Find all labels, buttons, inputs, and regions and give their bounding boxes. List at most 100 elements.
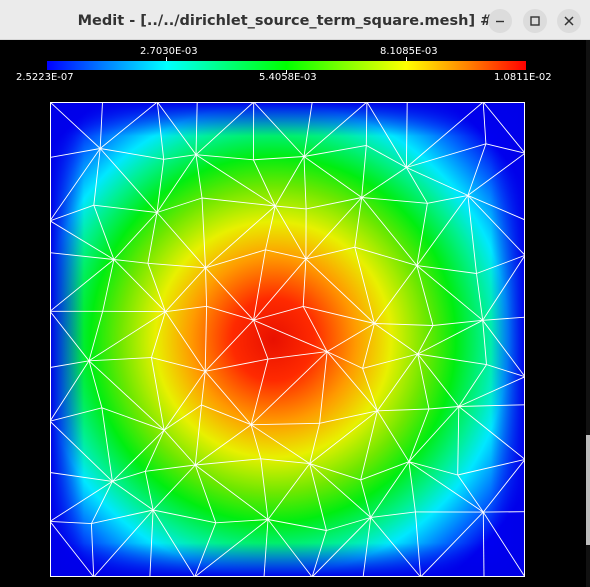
mesh-edge xyxy=(467,194,525,221)
mesh-edge xyxy=(417,353,487,366)
mesh-edge xyxy=(482,316,525,321)
mesh-edge xyxy=(374,323,434,326)
minimize-button[interactable] xyxy=(488,9,512,33)
mesh-edge xyxy=(326,351,378,412)
mesh-edge xyxy=(365,102,368,146)
mesh-edge xyxy=(88,357,152,362)
mesh-edge xyxy=(201,197,276,207)
mesh-edge xyxy=(326,517,371,531)
mesh-edge xyxy=(50,204,94,222)
mesh-edge xyxy=(93,148,101,206)
mesh-edge xyxy=(113,212,158,260)
scrollbar-thumb[interactable] xyxy=(586,435,590,545)
mesh-edge xyxy=(90,481,113,524)
mesh-edge xyxy=(417,353,460,407)
mesh-edge xyxy=(263,519,269,577)
mesh-edge xyxy=(113,259,148,264)
mesh-edge xyxy=(309,463,361,481)
mesh-edge xyxy=(253,249,266,321)
mesh-edge xyxy=(50,521,95,577)
mesh-edge xyxy=(458,376,525,407)
mesh-edge xyxy=(260,458,269,520)
mesh-edge xyxy=(90,523,95,577)
mesh-edge xyxy=(250,351,328,426)
mesh-edge xyxy=(406,102,484,168)
mesh-edge xyxy=(195,424,252,466)
mesh-edge xyxy=(50,472,113,482)
mesh-edge xyxy=(362,323,375,369)
mesh-edge xyxy=(361,145,367,198)
mesh-edge xyxy=(253,305,304,321)
mesh-edge xyxy=(274,205,307,260)
mesh-edge xyxy=(195,154,276,207)
mesh-edge xyxy=(251,422,320,426)
mesh-edge xyxy=(88,360,103,408)
mesh-edge xyxy=(195,464,269,520)
colorbar-tick xyxy=(406,57,407,61)
colorbar-min-label: 2.5223E-07 xyxy=(16,72,74,83)
close-button[interactable] xyxy=(557,9,581,33)
mesh-edge xyxy=(194,522,217,577)
mesh-edge xyxy=(91,509,154,525)
minimize-icon xyxy=(496,20,504,23)
mesh-edge xyxy=(50,252,114,260)
mesh-edge xyxy=(250,424,310,464)
mesh-edge xyxy=(482,512,485,577)
mesh-edge xyxy=(303,156,307,209)
mesh-edge xyxy=(267,519,313,577)
mesh-edge xyxy=(205,249,266,269)
mesh-edge xyxy=(408,408,430,462)
mesh-edge xyxy=(50,259,115,312)
mesh-edge xyxy=(93,509,154,577)
mesh-edge xyxy=(406,167,469,196)
mesh-edge xyxy=(416,265,477,274)
mesh-edge xyxy=(326,323,375,352)
mesh-edge xyxy=(482,459,525,513)
mesh-edge xyxy=(377,353,419,412)
colorbar-max-label: 1.0811E-02 xyxy=(494,72,552,83)
mesh-edge xyxy=(156,102,197,155)
mesh-edge xyxy=(377,408,430,412)
mesh-edge xyxy=(309,463,327,531)
mesh-edge xyxy=(99,148,158,213)
mesh-edge xyxy=(458,404,525,407)
mesh-edge xyxy=(417,319,483,355)
mesh-edge xyxy=(144,471,154,511)
mesh-edge xyxy=(405,102,408,168)
mesh-edge xyxy=(467,195,477,274)
mesh-edge xyxy=(201,197,206,268)
mesh-edge xyxy=(156,102,165,160)
mesh-edge xyxy=(485,143,525,154)
mesh-edge xyxy=(152,464,196,511)
mesh-edge xyxy=(428,406,459,410)
mesh-edge xyxy=(112,481,154,511)
mesh-edge xyxy=(93,205,115,260)
mesh-edge xyxy=(416,265,483,321)
mesh-edge xyxy=(408,406,460,463)
scrollbar-track[interactable] xyxy=(586,40,590,587)
mesh-edge xyxy=(370,461,410,518)
mesh-edge xyxy=(205,267,208,307)
mesh-edge xyxy=(361,197,428,204)
mesh-edge xyxy=(362,353,418,369)
mesh-edge xyxy=(303,102,313,157)
mesh-edge xyxy=(149,509,154,577)
mesh-edge xyxy=(476,254,525,274)
mesh-edge xyxy=(274,156,305,207)
mesh-edge xyxy=(165,305,207,313)
title-bar[interactable]: Medit - [../../dirichlet_source_term_squ… xyxy=(0,0,590,40)
mesh-edge xyxy=(408,461,458,476)
mesh-edge xyxy=(360,479,372,518)
mesh-edge xyxy=(88,311,166,362)
mesh-edge xyxy=(420,511,484,577)
mesh-edge xyxy=(112,470,146,482)
maximize-icon xyxy=(530,16,540,26)
mesh-edge xyxy=(417,353,430,410)
mesh-edge xyxy=(250,424,262,459)
mesh-edge xyxy=(156,212,206,269)
mesh-edge xyxy=(50,360,90,422)
mesh-edge xyxy=(101,407,113,482)
mesh-edge xyxy=(305,246,355,260)
mesh-edge xyxy=(414,511,422,577)
maximize-button[interactable] xyxy=(523,9,547,33)
